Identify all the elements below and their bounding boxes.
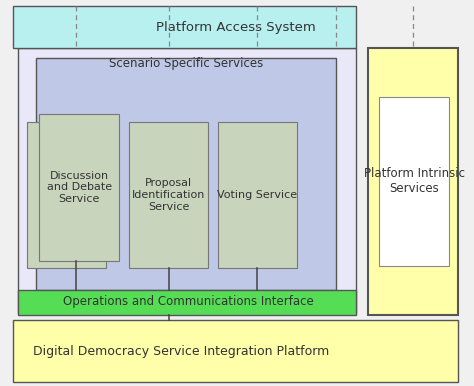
Bar [379, 96, 449, 266]
Bar [36, 58, 336, 290]
Bar [18, 48, 356, 313]
Bar [27, 122, 106, 268]
Text: Digital Democracy Service Integration Platform: Digital Democracy Service Integration Pl… [33, 345, 329, 358]
Text: Proposal
Identification
Service: Proposal Identification Service [132, 178, 205, 212]
Bar [13, 6, 356, 48]
Bar [13, 320, 458, 382]
Bar [129, 122, 209, 268]
Bar [367, 48, 458, 315]
Text: Platform Access System: Platform Access System [156, 20, 316, 34]
Bar [39, 114, 119, 261]
Text: Voting Service: Voting Service [217, 190, 297, 200]
Text: Operations and Communications Interface: Operations and Communications Interface [63, 295, 313, 308]
Text: Discussion
and Debate
Service: Discussion and Debate Service [46, 171, 112, 204]
Text: Platform Intrinsic
Services: Platform Intrinsic Services [364, 168, 465, 195]
Text: Scenario Specific Services: Scenario Specific Services [109, 57, 263, 70]
Bar [218, 122, 297, 268]
Bar [18, 290, 356, 315]
